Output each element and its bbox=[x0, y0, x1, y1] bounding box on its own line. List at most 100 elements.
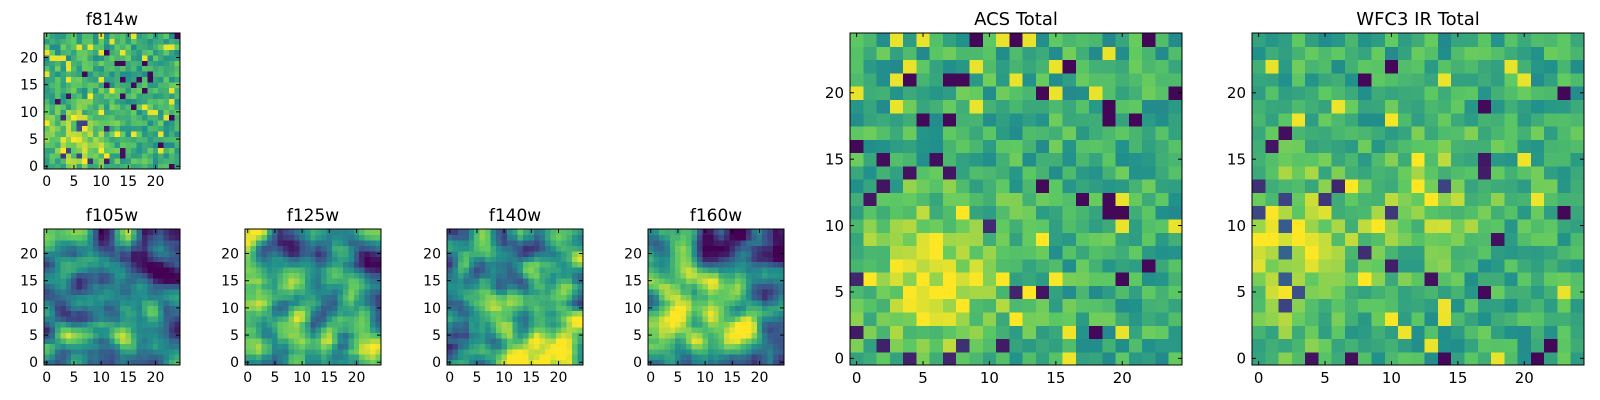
heatmap-cell bbox=[539, 326, 546, 333]
heatmap-cell bbox=[299, 283, 306, 290]
heatmap-cell bbox=[876, 72, 891, 87]
heatmap-cell bbox=[956, 218, 971, 233]
heatmap-cell bbox=[735, 348, 742, 355]
heatmap-cell bbox=[147, 337, 154, 344]
heatmap-cell bbox=[1305, 245, 1319, 260]
heatmap-cell bbox=[1464, 285, 1479, 300]
heatmap-cell bbox=[956, 232, 971, 247]
heatmap-cell bbox=[60, 38, 67, 45]
heatmap-cell bbox=[539, 272, 546, 279]
heatmap-cell bbox=[718, 234, 725, 241]
heatmap-cell bbox=[147, 299, 154, 306]
heatmap-cell bbox=[1477, 338, 1492, 353]
heatmap-cell bbox=[272, 354, 279, 361]
heatmap-cell bbox=[1252, 72, 1266, 87]
heatmap-cell bbox=[1062, 232, 1077, 247]
heatmap-cell bbox=[577, 348, 584, 355]
heatmap-cell bbox=[49, 234, 56, 241]
heatmap-cell bbox=[152, 305, 159, 312]
heatmap-cell bbox=[310, 229, 317, 236]
heatmap-cell bbox=[342, 316, 349, 323]
heatmap-cell bbox=[1009, 152, 1024, 167]
heatmap-cell bbox=[528, 288, 535, 295]
heatmap-cell bbox=[158, 114, 165, 121]
heatmap-cell bbox=[544, 337, 551, 344]
heatmap-cell bbox=[49, 109, 56, 116]
heatmap-cell bbox=[1022, 258, 1037, 273]
heatmap-cell bbox=[724, 343, 731, 350]
heatmap-cell bbox=[495, 234, 502, 241]
heatmap-cell bbox=[342, 250, 349, 257]
heatmap-cell bbox=[120, 283, 127, 290]
heatmap-cell bbox=[1477, 311, 1492, 326]
heatmap-cell bbox=[109, 87, 116, 94]
heatmap-cell bbox=[326, 316, 333, 323]
heatmap-cell bbox=[550, 261, 557, 268]
heatmap-cell bbox=[54, 54, 61, 61]
heatmap-cell bbox=[364, 343, 371, 350]
heatmap-cell bbox=[1062, 33, 1077, 47]
heatmap-cell bbox=[163, 130, 170, 137]
heatmap-cell bbox=[713, 256, 720, 263]
heatmap-cell bbox=[745, 239, 752, 246]
heatmap-cell bbox=[751, 299, 758, 306]
heatmap-cell bbox=[353, 272, 360, 279]
heatmap-cell bbox=[523, 261, 530, 268]
heatmap-cell bbox=[1115, 139, 1130, 154]
heatmap-cell bbox=[718, 261, 725, 268]
heatmap-cell bbox=[1062, 139, 1077, 154]
heatmap-cell bbox=[658, 245, 665, 252]
heatmap-cell bbox=[1544, 33, 1559, 47]
heatmap-cell bbox=[696, 267, 703, 274]
heatmap-cell bbox=[876, 218, 891, 233]
heatmap-cell bbox=[1411, 232, 1426, 247]
heatmap-cell bbox=[82, 299, 89, 306]
heatmap-cell bbox=[174, 348, 181, 355]
heatmap-cell bbox=[272, 267, 279, 274]
heatmap-cell bbox=[87, 103, 94, 110]
heatmap-cell bbox=[1464, 338, 1479, 353]
heatmap-cell bbox=[463, 359, 470, 366]
heatmap-cell bbox=[114, 261, 121, 268]
heatmap-cell bbox=[1009, 192, 1024, 207]
heatmap-cell bbox=[337, 359, 344, 366]
heatmap-cell bbox=[929, 232, 944, 247]
heatmap-cell bbox=[1477, 192, 1492, 207]
heatmap-cell bbox=[49, 283, 56, 290]
heatmap-cell bbox=[490, 321, 497, 328]
heatmap-cell bbox=[506, 326, 513, 333]
heatmap-cell bbox=[1477, 272, 1492, 286]
heatmap-cell bbox=[245, 316, 252, 323]
heatmap-cell bbox=[664, 310, 671, 317]
heatmap-cell bbox=[1089, 165, 1103, 180]
heatmap-cell bbox=[245, 245, 252, 252]
heatmap-cell bbox=[1318, 325, 1333, 340]
heatmap-cell bbox=[348, 332, 355, 339]
heatmap-cell bbox=[71, 98, 78, 105]
heatmap-cell bbox=[1451, 258, 1466, 273]
heatmap-cell bbox=[850, 232, 864, 247]
heatmap-cell bbox=[539, 256, 546, 263]
heatmap-cell bbox=[98, 348, 105, 355]
heatmap-cell bbox=[147, 321, 154, 328]
heatmap-cell bbox=[691, 316, 698, 323]
heatmap-cell bbox=[1451, 192, 1466, 207]
heatmap-cell bbox=[103, 234, 110, 241]
heatmap-cell bbox=[1318, 245, 1333, 260]
heatmap-cell bbox=[735, 239, 742, 246]
heatmap-cell bbox=[740, 239, 747, 246]
heatmap-cell bbox=[250, 305, 257, 312]
heatmap-cell bbox=[304, 310, 311, 317]
heatmap-cell bbox=[713, 288, 720, 295]
heatmap-cell bbox=[876, 258, 891, 273]
heatmap-cell bbox=[288, 288, 295, 295]
heatmap-cell bbox=[916, 86, 931, 100]
heatmap-cell bbox=[1115, 99, 1130, 114]
heatmap-cell bbox=[174, 114, 181, 121]
heatmap-cell bbox=[54, 87, 61, 94]
heatmap-cell bbox=[479, 250, 486, 257]
heatmap-cell bbox=[669, 283, 676, 290]
heatmap-cell bbox=[1344, 232, 1359, 247]
heatmap-cell bbox=[767, 321, 774, 328]
heatmap-cell bbox=[903, 99, 917, 114]
